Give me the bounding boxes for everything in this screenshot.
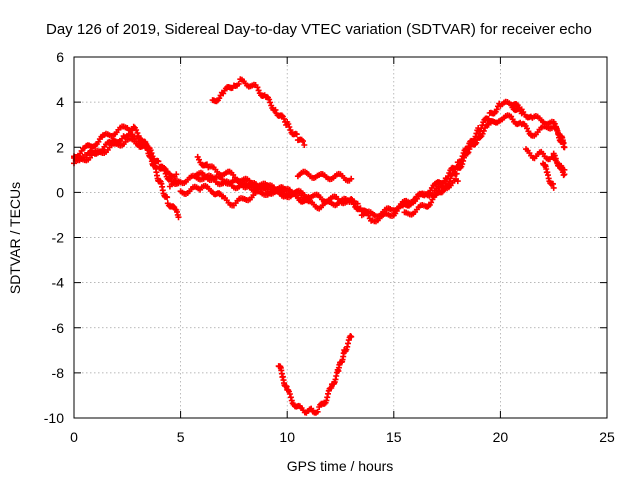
data-points — [209, 76, 308, 148]
data-points — [71, 131, 180, 180]
x-axis-title: GPS time / hours — [287, 458, 394, 474]
data-layer — [71, 76, 568, 416]
data-points — [275, 333, 355, 416]
y-tick-label: -8 — [52, 365, 65, 381]
x-tick-label: 10 — [279, 429, 295, 445]
data-points — [294, 168, 355, 184]
axis-ticks: 0 5 10 15 20 25 -10 -8 -6 -4 -2 0 2 4 6 — [44, 49, 615, 445]
y-tick-label: -6 — [52, 320, 65, 336]
y-axis-title: SDTVAR / TECUs — [7, 182, 23, 294]
data-points — [194, 153, 361, 207]
y-tick-label: 4 — [56, 94, 64, 110]
data-points — [540, 160, 557, 191]
data-series-arc-7 — [194, 153, 361, 207]
data-series-arc-14 — [508, 101, 568, 151]
data-series-arc-17 — [550, 150, 568, 179]
data-series-arc-11 — [348, 98, 525, 225]
data-series-arc-8 — [294, 168, 355, 184]
y-tick-label: 6 — [56, 49, 64, 65]
x-tick-label: 0 — [70, 429, 78, 445]
y-tick-label: -4 — [52, 275, 65, 291]
data-points — [348, 98, 525, 225]
y-tick-label: -10 — [44, 410, 64, 426]
grid-lines — [74, 57, 607, 418]
x-tick-label: 5 — [177, 429, 185, 445]
x-tick-label: 15 — [386, 429, 402, 445]
data-points — [550, 150, 568, 179]
y-tick-label: 2 — [56, 139, 64, 155]
y-tick-label: 0 — [56, 184, 64, 200]
y-tick-label: -2 — [52, 230, 65, 246]
x-tick-label: 20 — [493, 429, 509, 445]
data-points — [508, 101, 568, 151]
chart-title: Day 126 of 2019, Sidereal Day-to-day VTE… — [46, 21, 592, 38]
data-series-arc-10 — [275, 333, 355, 416]
data-series-arc-9 — [209, 76, 308, 148]
data-series-arc-3 — [71, 131, 180, 180]
x-tick-label: 25 — [599, 429, 615, 445]
data-series-arc-16 — [540, 160, 557, 191]
